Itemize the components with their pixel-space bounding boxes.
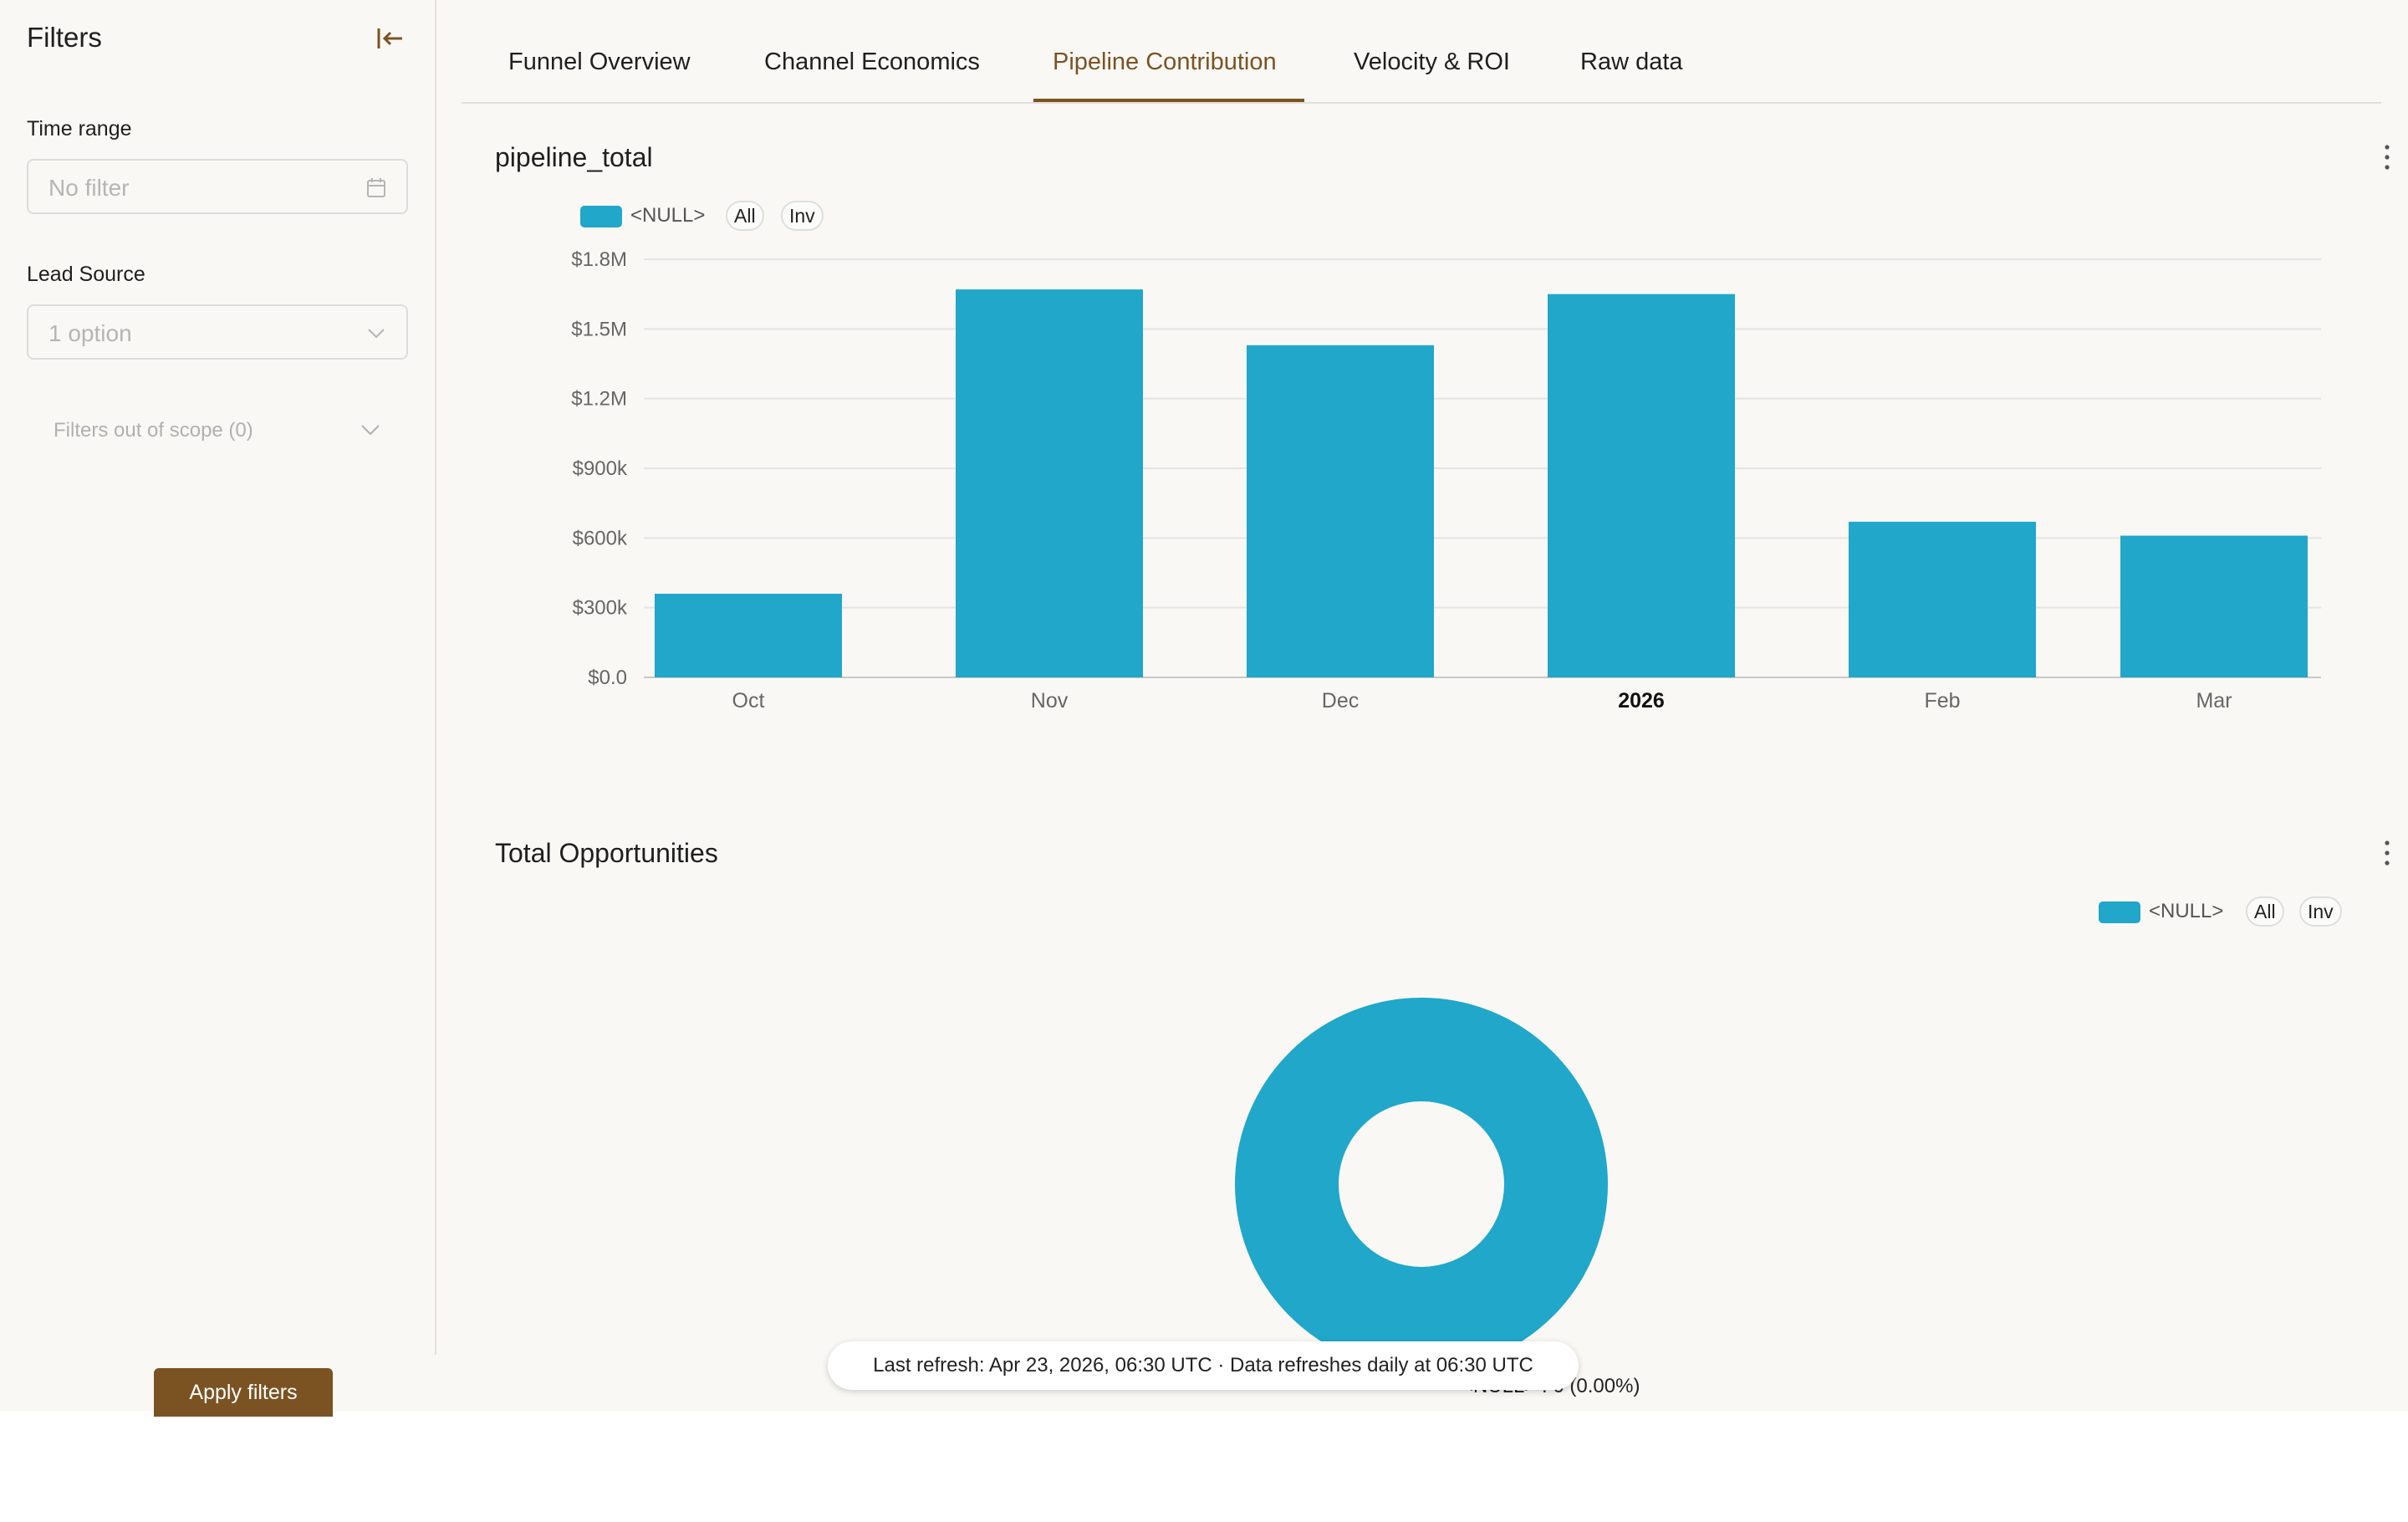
bar-2026[interactable] xyxy=(1548,294,1735,677)
last-refresh-banner: Last refresh: Apr 23, 2026, 06:30 UTC · … xyxy=(828,1341,1579,1390)
x-tick-label: Feb xyxy=(1924,689,1960,712)
bar-oct[interactable] xyxy=(655,594,842,677)
pipeline-legend: <NULL> All Inv xyxy=(580,201,831,231)
tab-funnel-overview[interactable]: Funnel Overview xyxy=(508,49,691,75)
bar-mar[interactable] xyxy=(2120,535,2308,677)
x-tick-label: Nov xyxy=(1031,689,1069,712)
y-tick-label: $300k xyxy=(573,597,628,620)
x-tick-label: Oct xyxy=(732,689,765,712)
filters-sidebar: Filters Time range No filter Lead Source xyxy=(0,0,436,1355)
lead-source-label: Lead Source xyxy=(27,263,145,286)
y-tick-label: $1.8M xyxy=(571,248,627,271)
x-tick-label: 2026 xyxy=(1618,689,1665,712)
time-range-input[interactable]: No filter xyxy=(27,159,408,214)
y-tick-label: $1.5M xyxy=(571,318,627,340)
collapse-left-icon[interactable] xyxy=(375,23,405,54)
pipeline-bar-chart: $0.0 $300k $600k $900k $1.2M $1.5M $1.8M Oct Nov… xyxy=(571,248,2321,712)
sidebar-title: Filters xyxy=(27,22,102,53)
opportunities-legend: <NULL> All Inv xyxy=(2099,896,2349,927)
tab-channel-economics[interactable]: Channel Economics xyxy=(764,49,980,75)
chevron-down-icon xyxy=(366,323,386,345)
total-opportunities-title: Total Opportunities xyxy=(495,838,718,868)
tab-pipeline-contribution[interactable]: Pipeline Contribution xyxy=(1053,49,1277,75)
legend-inv-button[interactable]: Inv xyxy=(2299,896,2342,927)
tab-raw-data[interactable]: Raw data xyxy=(1580,49,1683,75)
active-tab-indicator xyxy=(1033,99,1304,102)
tab-velocity-roi[interactable]: Velocity & ROI xyxy=(1354,49,1510,75)
x-tick-label: Mar xyxy=(2196,689,2232,712)
opportunities-donut-chart xyxy=(1235,998,1608,1371)
apply-filters-button[interactable]: Apply filters xyxy=(154,1368,333,1417)
calendar-icon xyxy=(366,177,386,199)
bar-nov[interactable] xyxy=(956,289,1143,677)
dashboard-tabs: Funnel Overview Channel Economics Pipeli… xyxy=(462,0,2381,104)
pipeline-total-title: pipeline_total xyxy=(495,142,653,172)
bar-feb[interactable] xyxy=(1849,521,2036,677)
lead-source-placeholder: 1 option xyxy=(48,320,132,346)
kebab-menu-icon[interactable] xyxy=(2381,140,2393,174)
legend-label: <NULL> xyxy=(2149,900,2224,922)
dashboard-app: Filters Time range No filter Lead Source xyxy=(0,0,2393,1417)
y-tick-label: $1.2M xyxy=(571,388,627,411)
filters-out-of-scope-toggle[interactable]: Filters out of scope (0) xyxy=(54,416,381,445)
x-tick-label: Dec xyxy=(1322,689,1359,712)
legend-all-button[interactable]: All xyxy=(2246,896,2284,927)
chevron-down-icon xyxy=(360,421,381,438)
legend-all-button[interactable]: All xyxy=(726,201,764,231)
legend-swatch[interactable] xyxy=(2099,901,2140,923)
legend-swatch[interactable] xyxy=(580,206,622,227)
legend-inv-button[interactable]: Inv xyxy=(781,201,824,231)
lead-source-select[interactable]: 1 option xyxy=(27,304,408,360)
y-tick-label: $0.0 xyxy=(588,667,627,689)
time-range-placeholder: No filter xyxy=(48,175,130,201)
bar-dec[interactable] xyxy=(1247,345,1434,677)
donut-slice-null[interactable] xyxy=(1235,998,1608,1371)
filters-out-of-scope-label: Filters out of scope (0) xyxy=(54,419,253,442)
time-range-label: Time range xyxy=(27,117,132,140)
y-tick-label: $900k xyxy=(573,457,628,480)
y-tick-label: $600k xyxy=(573,527,628,549)
kebab-menu-icon[interactable] xyxy=(2381,836,2393,870)
legend-label: <NULL> xyxy=(630,204,706,227)
